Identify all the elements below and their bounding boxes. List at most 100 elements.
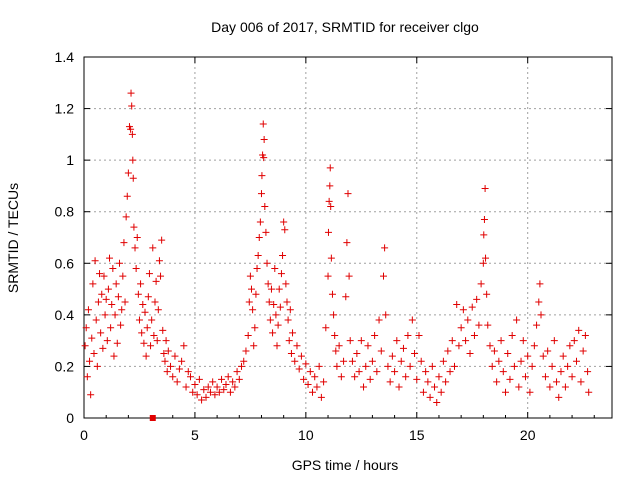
y-tick-label: 1 [66, 152, 74, 168]
data-point [257, 190, 265, 198]
data-point [272, 311, 280, 319]
data-point [330, 311, 338, 319]
data-point [371, 331, 379, 339]
data-point [473, 295, 481, 303]
data-point [293, 342, 301, 350]
data-point [110, 352, 118, 360]
data-point [579, 347, 587, 355]
data-point [375, 316, 383, 324]
data-point [148, 316, 156, 324]
data-point [244, 331, 252, 339]
data-point [249, 306, 257, 314]
data-point [426, 393, 434, 401]
data-point [82, 324, 90, 332]
data-point [373, 368, 381, 376]
data-point [149, 244, 157, 252]
data-point [448, 337, 456, 345]
data-point [238, 362, 246, 370]
data-point [493, 378, 501, 386]
data-point [97, 329, 105, 337]
data-point [175, 365, 183, 373]
data-point [251, 324, 259, 332]
data-point [161, 357, 169, 365]
data-point [273, 342, 281, 350]
data-point [117, 321, 125, 329]
data-point [153, 337, 161, 345]
data-point [337, 373, 345, 381]
data-point [279, 252, 287, 260]
data-point [315, 362, 323, 370]
data-point [377, 347, 385, 355]
data-point [322, 324, 330, 332]
data-point [145, 270, 153, 278]
data-point [158, 236, 166, 244]
data-point [568, 373, 576, 381]
data-point [275, 285, 283, 293]
data-point [486, 342, 494, 350]
data-point [106, 254, 114, 262]
data-point [245, 298, 253, 306]
data-point [124, 169, 132, 177]
data-point [557, 368, 565, 376]
data-point [533, 321, 541, 329]
data-point [508, 331, 516, 339]
data-point [459, 306, 467, 314]
data-point [86, 357, 94, 365]
data-point [327, 203, 335, 211]
data-point [253, 264, 261, 272]
data-point [504, 350, 512, 358]
data-point [269, 329, 277, 337]
data-point [517, 357, 525, 365]
data-point [284, 316, 292, 324]
data-point [470, 331, 478, 339]
data-point [340, 357, 348, 365]
data-point [499, 368, 507, 376]
data-point [143, 324, 151, 332]
data-point [100, 272, 108, 280]
data-point [535, 298, 543, 306]
data-point [211, 391, 219, 399]
data-point [180, 342, 188, 350]
y-tick-label: 0.4 [55, 307, 75, 323]
x-tick-label: 15 [409, 427, 425, 443]
data-point [536, 280, 544, 288]
data-point [287, 350, 295, 358]
data-point [360, 383, 368, 391]
data-point [258, 172, 266, 180]
data-point [404, 331, 412, 339]
data-point [484, 321, 492, 329]
data-point [475, 321, 483, 329]
data-point [335, 342, 343, 350]
data-point [585, 388, 593, 396]
data-point [93, 362, 101, 370]
data-point [111, 311, 119, 319]
data-point [397, 357, 405, 365]
data-point [541, 373, 549, 381]
data-point [255, 234, 263, 241]
data-point [92, 316, 100, 324]
data-point [577, 378, 585, 386]
data-point [270, 301, 278, 309]
data-point [300, 375, 308, 383]
data-point [513, 316, 521, 324]
data-point [247, 285, 255, 293]
data-point [464, 316, 472, 324]
data-point [252, 290, 260, 298]
data-point [417, 357, 425, 365]
data-point [302, 360, 310, 368]
data-point [382, 311, 390, 319]
data-point [399, 344, 407, 352]
data-point [112, 280, 120, 288]
data-point [162, 337, 170, 345]
data-point [128, 130, 136, 138]
data-point [99, 344, 107, 352]
data-point [368, 357, 376, 365]
data-point [224, 373, 232, 381]
x-tick-label: 0 [80, 427, 88, 443]
data-point [263, 259, 271, 267]
data-point [402, 373, 410, 381]
data-point [524, 352, 532, 360]
data-point [113, 339, 121, 347]
data-point [169, 373, 177, 381]
data-point [209, 378, 217, 386]
